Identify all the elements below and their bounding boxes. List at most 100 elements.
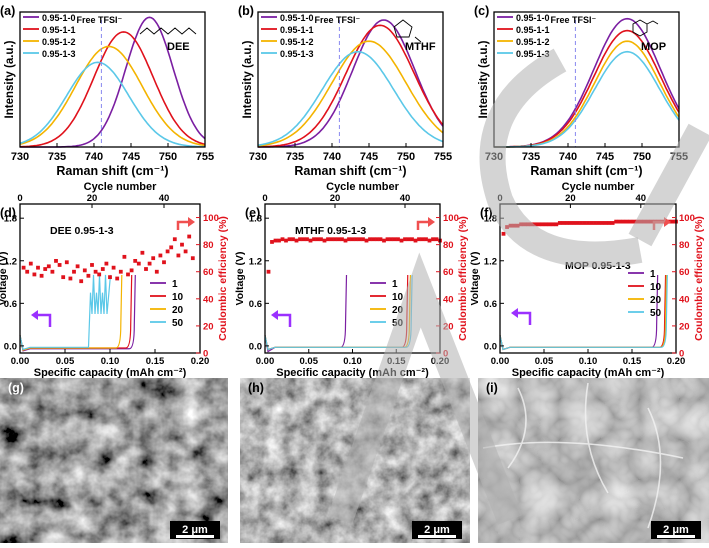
- x-tick-label: 735: [286, 151, 304, 163]
- ce-axis-arrowhead-icon: [664, 217, 671, 227]
- y2-tick-label: 60: [679, 267, 690, 278]
- legend-label: 0.95-1-2: [280, 37, 314, 47]
- legend-label: 0.95-1-2: [42, 37, 76, 47]
- ce-point: [406, 237, 411, 242]
- x-tick-label: 740: [323, 151, 341, 163]
- x-tick-label: 0.00: [256, 356, 275, 367]
- top-tick-label: 20: [565, 193, 576, 204]
- ce-point: [284, 238, 288, 243]
- ce-point: [575, 221, 580, 225]
- legend-label: 50: [392, 318, 404, 329]
- scalebar-box: [651, 521, 701, 539]
- solvent-label: DEE: [167, 41, 190, 53]
- x-tick-label: 745: [596, 151, 614, 163]
- y2-tick-label: 60: [443, 267, 454, 278]
- ce-point: [628, 219, 633, 224]
- ce-point: [93, 269, 98, 274]
- top-tick-label: 20: [330, 193, 341, 204]
- ce-point: [75, 264, 80, 269]
- ce-point: [635, 219, 640, 224]
- ce-point: [333, 237, 337, 242]
- y-axis-label: Intensity (a.u.): [4, 40, 16, 118]
- y-tick-label: 1.2: [484, 256, 497, 267]
- ce-point: [550, 222, 555, 227]
- ce-point: [642, 219, 647, 224]
- y2-tick-label: 40: [443, 294, 454, 305]
- ce-point: [617, 219, 622, 224]
- ce-point: [39, 273, 44, 278]
- ce-point: [312, 237, 316, 242]
- raman-axes-frame: [257, 11, 444, 148]
- ce-point: [600, 221, 604, 225]
- raman-panel-mthf: 730 735 740 745 750 755 Raman shift (cm⁻¹) Inte…: [238, 4, 452, 178]
- ce-point: [385, 237, 390, 242]
- ce-point: [522, 222, 527, 227]
- ce-point: [140, 250, 145, 255]
- y-tick-label: 0.6: [249, 299, 262, 310]
- ce-point: [417, 237, 421, 242]
- x-tick-label: 730: [11, 151, 29, 163]
- legend-label: 0.95-1-0: [42, 13, 76, 23]
- x-tick-label: 750: [159, 151, 177, 163]
- ce-point: [557, 221, 562, 225]
- ce-point: [329, 237, 334, 242]
- ce-point: [172, 237, 177, 242]
- y-tick-label: 0.0: [484, 341, 497, 352]
- voltage-curve-cycle-1: [19, 274, 136, 352]
- x-tick-label: 0.20: [667, 356, 686, 367]
- ce-point: [375, 237, 379, 242]
- y2-tick-label: 100: [443, 213, 459, 224]
- ce-point: [579, 221, 583, 225]
- y-axis-label-right: Coulombic efficiency (%): [217, 216, 229, 341]
- top-tick-label: 0: [262, 193, 267, 204]
- ce-point: [46, 264, 51, 269]
- scalebar-label: 2 μm: [182, 524, 208, 536]
- ce-point: [543, 222, 548, 227]
- y-tick-label: 0.6: [4, 299, 17, 310]
- legend-label: 0.95-1-1: [42, 25, 76, 35]
- ce-point: [64, 260, 69, 265]
- ce-point: [568, 221, 573, 225]
- ce-point: [144, 267, 148, 271]
- ce-point: [79, 279, 84, 284]
- ce-point: [154, 269, 159, 274]
- ce-point: [410, 237, 414, 242]
- ce-point: [554, 222, 559, 227]
- ce-point: [108, 275, 112, 280]
- ce-point: [515, 223, 520, 228]
- ce-point: [54, 258, 58, 263]
- ce-point: [266, 269, 271, 274]
- y2-tick-label: 0: [443, 349, 448, 360]
- top-tick-label: 0: [497, 193, 502, 204]
- ce-point: [649, 219, 654, 224]
- ce-point: [50, 269, 55, 274]
- ce-point: [424, 237, 428, 242]
- ce-point: [273, 238, 278, 243]
- sem-panel-h: (h) 2 μm: [240, 378, 470, 543]
- ce-point: [392, 237, 397, 242]
- x-tick-label: 0.05: [56, 356, 75, 367]
- ce-point: [291, 237, 295, 242]
- voltage-axis-arrow-icon: [518, 311, 532, 325]
- ce-point: [104, 261, 109, 266]
- ce-point: [301, 237, 306, 242]
- ce-point: [354, 237, 358, 242]
- scalebar-line: [176, 535, 214, 538]
- ce-axis-arrow-icon: [176, 220, 188, 230]
- scalebar-label: 2 μm: [663, 524, 689, 536]
- ce-point: [315, 237, 320, 242]
- ce-axis-arrow-icon: [416, 220, 428, 230]
- top-tick-label: 20: [87, 193, 98, 204]
- ce-point: [361, 237, 365, 242]
- x-tick-label: 735: [522, 151, 540, 163]
- legend-label: 20: [172, 305, 184, 316]
- ce-point: [294, 238, 299, 243]
- top-tick-label: 0: [17, 193, 22, 204]
- ce-point: [28, 261, 33, 266]
- ce-point: [122, 254, 127, 259]
- ce-point: [371, 237, 376, 242]
- ce-point: [287, 237, 292, 242]
- x-tick-label: 0.00: [11, 356, 30, 367]
- ce-point: [596, 221, 601, 225]
